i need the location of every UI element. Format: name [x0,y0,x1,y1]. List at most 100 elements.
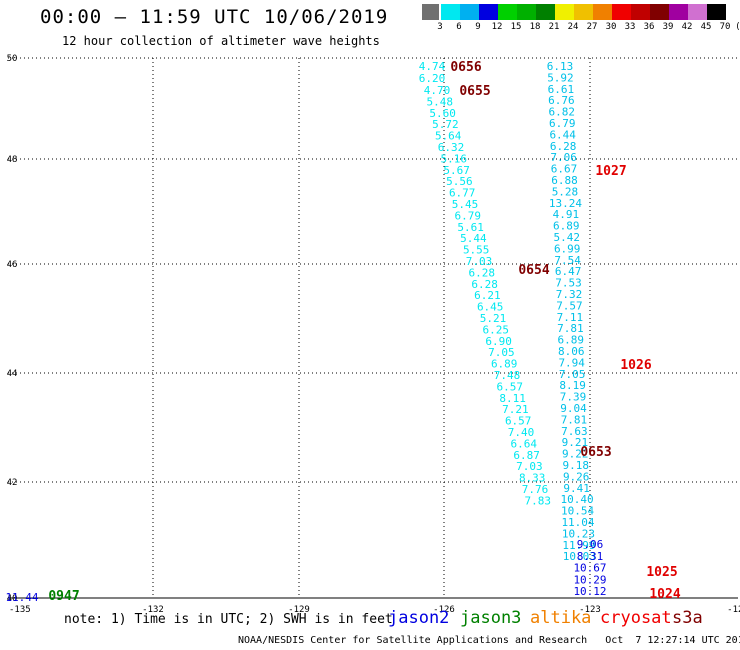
legend-swatch [669,4,688,20]
wave-height-value: 6.87 [513,449,540,462]
pass-time-label: 0655 [459,84,490,99]
legend-label: 70 [719,22,731,32]
legend-swatch [498,4,517,20]
lon-tick-label: -135 [9,605,31,615]
legend-swatch [707,4,726,20]
wave-height-value: 5.61 [457,221,484,234]
pass-time-label: 1026 [620,358,651,373]
wave-height-value: 6.76 [548,94,575,107]
wave-height-value: 5.28 [552,185,579,198]
wave-height-value: 10.23 [562,527,595,540]
legend-unit: (ft) [734,22,740,32]
wave-height-value: 5.56 [446,175,473,188]
legend-label: 21 [548,22,560,32]
wave-height-value: 6.45 [477,301,504,314]
wave-height-value: 8.31 [577,550,604,563]
legend-swatch [593,4,612,20]
legend-swatch [460,4,479,20]
wave-height-value: 6.79 [455,209,482,222]
wave-height-value: 6.21 [474,289,501,302]
wave-height-value: 5.67 [443,164,470,177]
wave-height-value: 5.42 [554,231,581,244]
wave-height-value: 7.54 [554,254,581,267]
legend-label: 15 [510,22,522,32]
wave-height-value: 8.19 [559,379,586,392]
wave-height-value: 9.41 [563,482,590,495]
satellite-name: cryosat [600,608,672,628]
wave-height-value: 10.67 [573,562,606,575]
wave-height-value: 10.54 [561,505,594,518]
wave-height-value: 6.57 [505,415,532,428]
legend-swatch [555,4,574,20]
legend-swatch [422,4,439,20]
wave-height-value: 6.47 [555,265,582,278]
wave-height-value: 7.39 [560,391,587,404]
wave-height-value: 7.76 [522,483,549,496]
pass-time-label: 0947 [48,589,79,604]
legend-swatch [631,4,650,20]
lon-tick-label: -126 [433,605,455,615]
lon-tick-label: -129 [288,605,310,615]
wave-height-value: 5.16 [441,152,468,165]
wave-height-value: 5.92 [547,71,574,84]
pass-time-label: 0656 [450,60,481,75]
wave-height-value: 11.04 [561,516,594,529]
wave-height-value: 7.05 [488,346,515,359]
wave-height-value: 9.21 [562,436,589,449]
wave-height-value: 9.04 [560,402,587,415]
legend-swatch [574,4,593,20]
wave-height-value: 4.74 [419,60,446,73]
wave-height-value: 6.88 [551,174,578,187]
legend-label: 12 [491,22,503,32]
wave-height-value: 6.89 [553,220,580,233]
legend-swatch [612,4,631,20]
wave-height-value: 6.99 [554,242,581,255]
map-grid [8,57,738,599]
wave-height-value: 6.57 [497,380,524,393]
satellite-name: jason3 [460,608,522,628]
legend-swatch [517,4,536,20]
wave-height-value: 13.24 [549,197,582,210]
wave-height-value: 7.81 [561,413,588,426]
legend-swatch [688,4,707,20]
wave-height-value: 10.40 [561,493,594,506]
page-title: 00:00 – 11:59 UTC 10/06/2019 [40,6,389,28]
wave-height-value: 10.29 [573,573,606,586]
wave-height-value: 8.33 [519,472,546,485]
wave-height-value: 5.55 [463,244,490,257]
wave-height-value: 6.32 [438,141,465,154]
satellite-name: s3a [672,608,703,628]
footer-note: note: 1) Time is in UTC; 2) SWH is in fe… [64,612,393,627]
wave-height-value: 6.13 [547,60,574,73]
legend-label: 3 [437,22,443,32]
wave-height-value: 10.03 [563,550,596,563]
wave-height-value: 7.03 [516,460,543,473]
wave-height-value: 9.22 [562,448,589,461]
lon-tick-label: -132 [142,605,164,615]
satellite-name: jason2 [388,608,450,628]
wave-height-value: 6.67 [551,163,578,176]
lat-tick-label: 44 [7,369,18,379]
wave-height-value: 5.48 [427,95,454,108]
wave-height-value: 7.32 [556,288,583,301]
legend-label: 39 [662,22,674,32]
legend-label: 9 [475,22,481,32]
wave-height-value: 6.79 [549,117,576,130]
footer-credit: NOAA/NESDIS Center for Satellite Applica… [238,635,740,646]
wave-height-value: 5.44 [460,232,487,245]
pass-time-label: 0653 [580,445,611,460]
legend-label: 33 [624,22,636,32]
wave-height-value: 7.81 [557,322,584,335]
wave-height-value: 6.28 [550,140,577,153]
wave-height-value: 7.48 [494,369,521,382]
wave-height-value: 7.11 [557,311,584,324]
wave-height-value: 4.91 [553,208,580,221]
lat-tick-label: 40 [7,594,18,604]
wave-height-value: 8.11 [499,392,526,405]
wave-height-value: 6.25 [483,323,510,336]
lon-tick-label: -120 [727,605,740,615]
lat-tick-label: 46 [7,260,18,270]
legend-label: 18 [529,22,541,32]
wave-height-value: 9.26 [563,470,590,483]
